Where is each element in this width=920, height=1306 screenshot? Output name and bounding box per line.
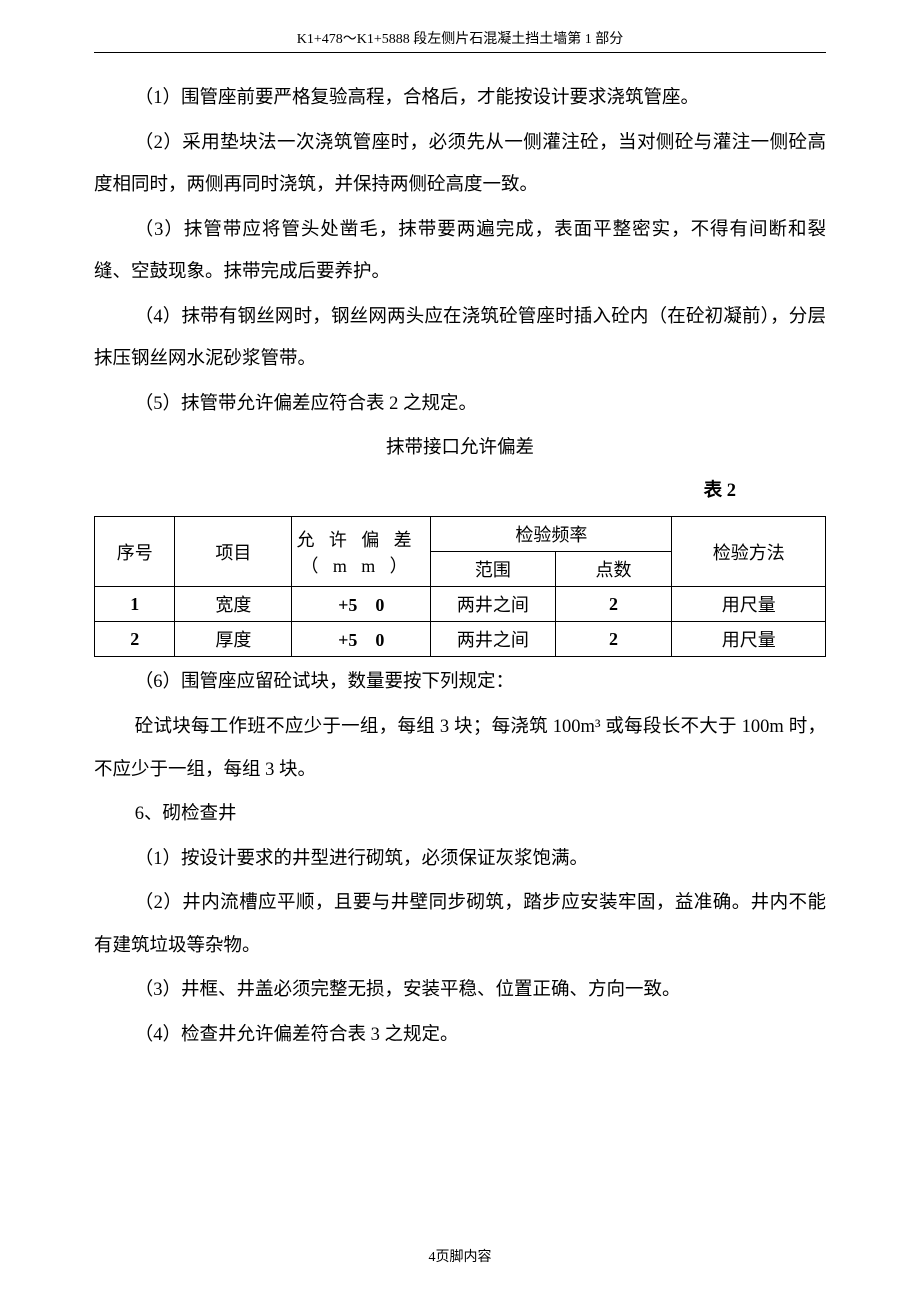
paragraph-6: （6）围管座应留砼试块，数量要按下列规定： [94,661,826,704]
table-row: 2 厚度 +5 0 两井之间 2 用尺量 [95,622,826,657]
cell-range: 两井之间 [431,622,555,657]
header-seq: 序号 [95,517,175,587]
tolerance-table: 序号 项目 允许偏差（mm） 检验频率 检验方法 范围 点数 1 宽度 +5 0… [94,516,826,657]
header-points: 点数 [555,552,672,587]
cell-points: 2 [555,587,672,622]
paragraph-11: （3）井框、井盖必须完整无损，安装平稳、位置正确、方向一致。 [94,969,826,1012]
page-header: K1+478～K1+5888 段左侧片石混凝土挡土墙第 1 部分 [94,28,826,48]
paragraph-2: （2）采用垫块法一次浇筑管座时，必须先从一侧灌注砼，当对侧砼与灌注一侧砼高度相同… [94,122,826,207]
table-header-row-1: 序号 项目 允许偏差（mm） 检验频率 检验方法 [95,517,826,552]
cell-tol: +5 0 [292,587,431,622]
header-range: 范围 [431,552,555,587]
page-footer: 4页脚内容 [94,1246,826,1266]
table-label: 表 2 [94,470,826,513]
header-method: 检验方法 [672,517,826,587]
cell-item: 宽度 [175,587,292,622]
table-row: 1 宽度 +5 0 两井之间 2 用尺量 [95,587,826,622]
cell-method: 用尺量 [672,587,826,622]
cell-item: 厚度 [175,622,292,657]
cell-no: 1 [95,587,175,622]
cell-no: 2 [95,622,175,657]
header-frequency: 检验频率 [431,517,672,552]
paragraph-7: 砼试块每工作班不应少于一组，每组 3 块；每浇筑 100m³ 或每段长不大于 1… [94,706,826,791]
cell-points: 2 [555,622,672,657]
table-title: 抹带接口允许偏差 [94,427,826,470]
footer-text: 4页脚内容 [429,1250,492,1265]
header-item: 项目 [175,517,292,587]
header-underline [94,52,826,53]
paragraph-9: （1）按设计要求的井型进行砌筑，必须保证灰浆饱满。 [94,838,826,881]
header-text: K1+478～K1+5888 段左侧片石混凝土挡土墙第 1 部分 [297,32,624,47]
cell-tol: +5 0 [292,622,431,657]
cell-method: 用尺量 [672,622,826,657]
paragraph-3: （3）抹管带应将管头处凿毛，抹带要两遍完成，表面平整密实，不得有间断和裂缝、空鼓… [94,209,826,294]
paragraph-10: （2）井内流槽应平顺，且要与井壁同步砌筑，踏步应安装牢固，益准确。井内不能有建筑… [94,882,826,967]
paragraph-1: （1）围管座前要严格复验高程，合格后，才能按设计要求浇筑管座。 [94,77,826,120]
paragraph-12: （4）检查井允许偏差符合表 3 之规定。 [94,1014,826,1057]
paragraph-5: （5）抹管带允许偏差应符合表 2 之规定。 [94,383,826,426]
paragraph-8: 6、砌检查井 [94,793,826,836]
cell-range: 两井之间 [431,587,555,622]
header-tolerance: 允许偏差（mm） [292,517,431,587]
paragraph-4: （4）抹带有钢丝网时，钢丝网两头应在浇筑砼管座时插入砼内（在砼初凝前），分层抹压… [94,296,826,381]
